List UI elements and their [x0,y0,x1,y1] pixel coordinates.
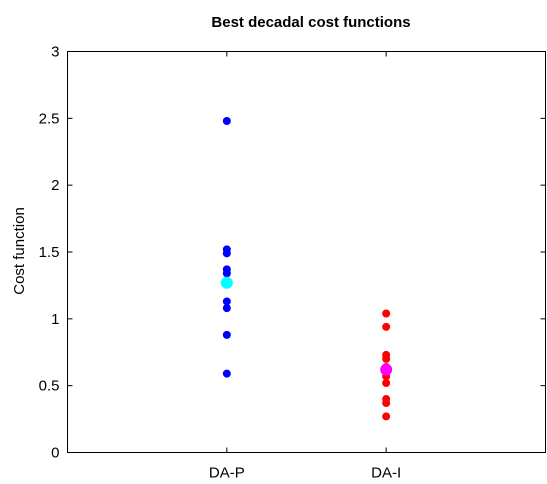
y-tick-label: 2.5 [39,110,60,127]
data-point [382,322,391,331]
data-points [220,117,393,421]
y-tick-label: 1.5 [39,244,60,261]
x-tick-label: DA-I [371,465,401,482]
data-point [222,117,231,126]
data-point [222,269,231,278]
x-tick-label: DA-P [209,465,245,482]
data-point [222,330,231,339]
data-point [382,309,391,318]
mean-point [220,276,233,289]
data-point [222,249,231,258]
data-point [222,297,231,306]
mean-point [380,363,393,376]
data-point [382,399,391,408]
y-tick-label: 0 [51,445,59,462]
chart-title: Best decadal cost functions [211,14,410,31]
data-point [382,378,391,387]
data-point [382,412,391,421]
y-tick-label: 0.5 [39,378,60,395]
y-tick-label: 2 [51,177,59,194]
data-point [222,304,231,313]
x-axis: DA-P DA-I [209,51,401,482]
y-tick-label: 1 [51,311,59,328]
y-axis: 0 0.5 1 1.5 2 2.5 3 [39,44,546,462]
y-axis-label: Cost function [11,207,28,295]
plot-frame [67,51,546,453]
data-point [222,369,231,378]
data-point [382,354,391,363]
y-tick-label: 3 [51,44,59,61]
